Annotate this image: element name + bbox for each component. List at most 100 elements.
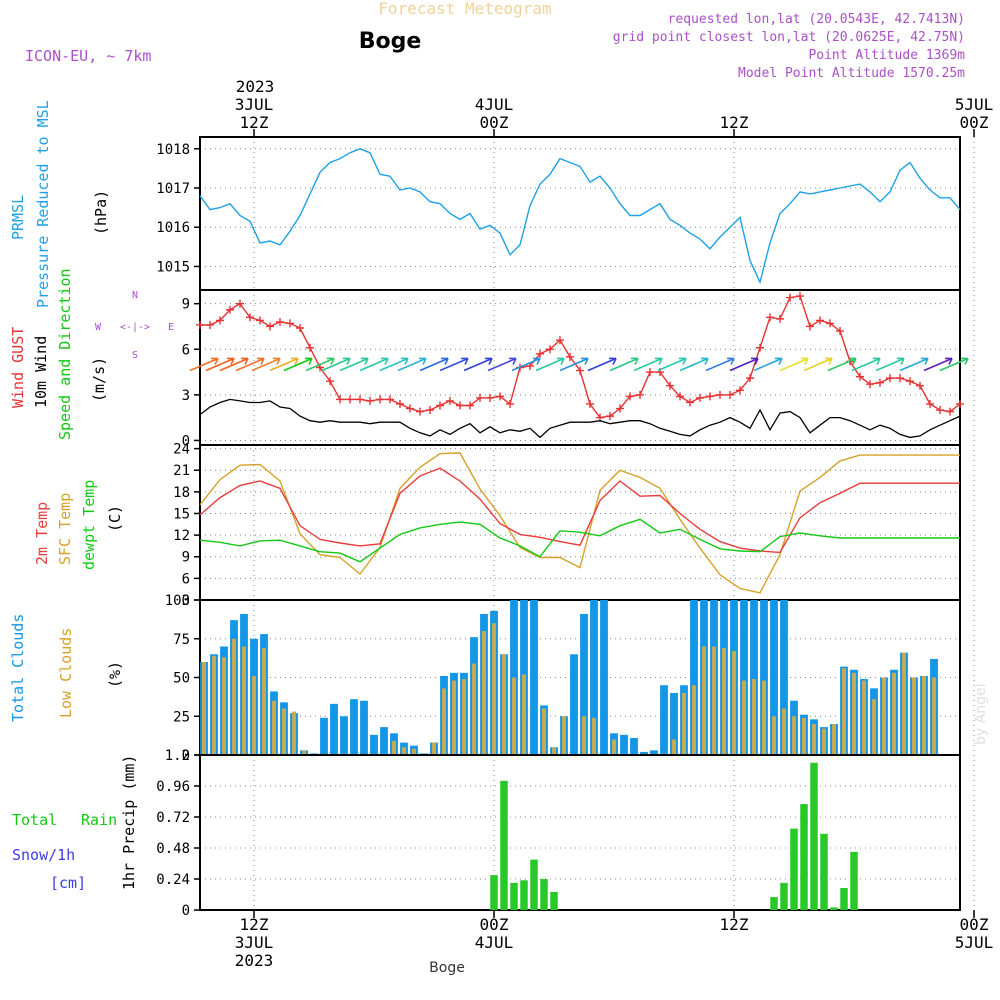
- pressure-panel: 1015 1016 1017 1018: [156, 136, 975, 291]
- rain-bar: [770, 897, 778, 910]
- panel-frame: [199, 136, 961, 291]
- pressure-series-line: [199, 148, 961, 285]
- gust-point: [466, 401, 474, 410]
- gust-point: [196, 320, 204, 329]
- y-tick-label: 15: [173, 506, 190, 522]
- wind-direction-arrow: [235, 357, 265, 372]
- model-label: ICON-EU, ~ 7km: [25, 47, 151, 65]
- bottom-time-axis: 12Z3JUL202300Z4JUL12Z00Z5JUL12Z00Z6JUL: [235, 910, 993, 970]
- y-tick-label: 6: [182, 342, 190, 358]
- wind-labels: Wind GUST 10m Wind Speed and Direction (…: [9, 268, 174, 440]
- wind-direction-arrow: [189, 357, 219, 372]
- prmsl-label: PRMSL: [9, 195, 27, 240]
- compass-e: E: [168, 322, 174, 333]
- low-cloud-bar: [842, 668, 846, 755]
- gust-point: [896, 374, 904, 383]
- temp-2m-line: [199, 467, 960, 554]
- total-cloud-bar: [580, 613, 588, 755]
- wind-direction-arrow: [251, 357, 281, 372]
- low-cloud-bar: [222, 657, 226, 755]
- y-tick-label: 0.96: [156, 779, 190, 795]
- low-cloud-bar: [772, 716, 776, 755]
- low-cloud-bar: [672, 739, 676, 755]
- bottom-axis-day-label: 4JUL: [475, 933, 514, 952]
- gust-point: [416, 407, 424, 416]
- total-cloud-bar: [760, 600, 768, 755]
- bottom-axis-hour-label: 12Z: [720, 915, 749, 934]
- low-cloud-bar: [712, 646, 716, 755]
- gust-point: [796, 292, 804, 301]
- temp-2m-label: 2m Temp: [33, 502, 51, 565]
- gust-point: [446, 396, 454, 405]
- wind-direction-arrow: [305, 357, 335, 372]
- meteogram-title: Forecast Meteogram: [378, 0, 551, 18]
- station-name: Boge: [359, 29, 422, 54]
- rain-bar: [500, 780, 508, 910]
- wind-direction-arrow: [269, 357, 299, 372]
- rain-bar: [810, 762, 818, 910]
- gust-point: [266, 322, 274, 331]
- total-cloud-bar: [530, 600, 538, 755]
- temp-units-label: (C): [106, 505, 124, 532]
- gust-point: [926, 399, 934, 408]
- wind-direction-arrow: [587, 357, 617, 372]
- y-tick-label: 21: [173, 463, 190, 479]
- wind-direction-arrow: [779, 357, 809, 372]
- gust-point: [276, 317, 284, 326]
- total-cloud-bar: [750, 600, 758, 755]
- y-tick-label: 1018: [156, 142, 190, 158]
- low-cloud-bar: [742, 680, 746, 755]
- compass-w: W: [95, 322, 102, 333]
- low-cloud-bar: [252, 675, 256, 755]
- y-tick-label: 0: [182, 433, 190, 449]
- compass-n: N: [132, 290, 138, 301]
- gust-point: [956, 399, 964, 408]
- wind-direction-arrow: [923, 357, 953, 372]
- low-cloud-bar: [272, 700, 276, 755]
- top-axis-day-label: 3JUL: [235, 95, 274, 114]
- gust-point: [886, 374, 894, 383]
- temp-dewpt-label: dewpt Temp: [80, 480, 98, 570]
- rain-bar: [780, 882, 788, 910]
- y-tick-label: 6: [182, 571, 190, 587]
- gust-point: [766, 313, 774, 322]
- total-cloud-bar: [350, 699, 358, 755]
- wind-10m-label: 10m Wind: [32, 336, 50, 408]
- wind-gust-label: Wind GUST: [9, 327, 27, 408]
- temperature-labels: 2m Temp SFC Temp dewpt Temp (C): [33, 480, 124, 570]
- gust-point: [876, 378, 884, 387]
- total-cloud-bar: [660, 685, 668, 755]
- total-cloud-bar: [650, 750, 658, 755]
- gust-point: [356, 395, 364, 404]
- low-cloud-bar: [722, 648, 726, 755]
- y-tick-label: 18: [173, 485, 190, 501]
- gust-point: [436, 401, 444, 410]
- wind-direction-arrow: [283, 357, 313, 372]
- total-cloud-bar: [380, 727, 388, 755]
- total-cloud-bar: [640, 751, 648, 755]
- top-axis-day-label: 4JUL: [475, 95, 514, 114]
- gust-point: [476, 393, 484, 402]
- wind-direction-arrow: [359, 357, 389, 372]
- total-cloud-bar: [330, 703, 338, 755]
- wind-direction-arrow: [511, 357, 541, 372]
- gust-point: [296, 323, 304, 332]
- gust-point: [816, 316, 824, 325]
- gust-point: [676, 392, 684, 401]
- low-cloud-bar: [522, 674, 526, 755]
- low-cloud-bar: [212, 655, 216, 755]
- wind-direction-arrow: [679, 357, 709, 372]
- y-tick-label: 50: [173, 671, 190, 687]
- low-cloud-bar: [392, 741, 396, 755]
- low-cloud-bar: [562, 716, 566, 755]
- top-axis-day-label: 5JUL: [955, 95, 994, 114]
- total-cloud-bar: [600, 600, 608, 755]
- gust-point: [376, 395, 384, 404]
- low-cloud-bar: [452, 680, 456, 755]
- grid-point-lonlat: grid point closest lon,lat (20.0625E, 42…: [613, 30, 965, 45]
- low-cloud-bar: [292, 711, 296, 755]
- rain-bar: [830, 907, 838, 910]
- gust-series-line: [200, 295, 961, 419]
- wind-panel: 0 3 6 9: [182, 289, 975, 449]
- precip-snow-label: Snow/1h: [12, 846, 75, 864]
